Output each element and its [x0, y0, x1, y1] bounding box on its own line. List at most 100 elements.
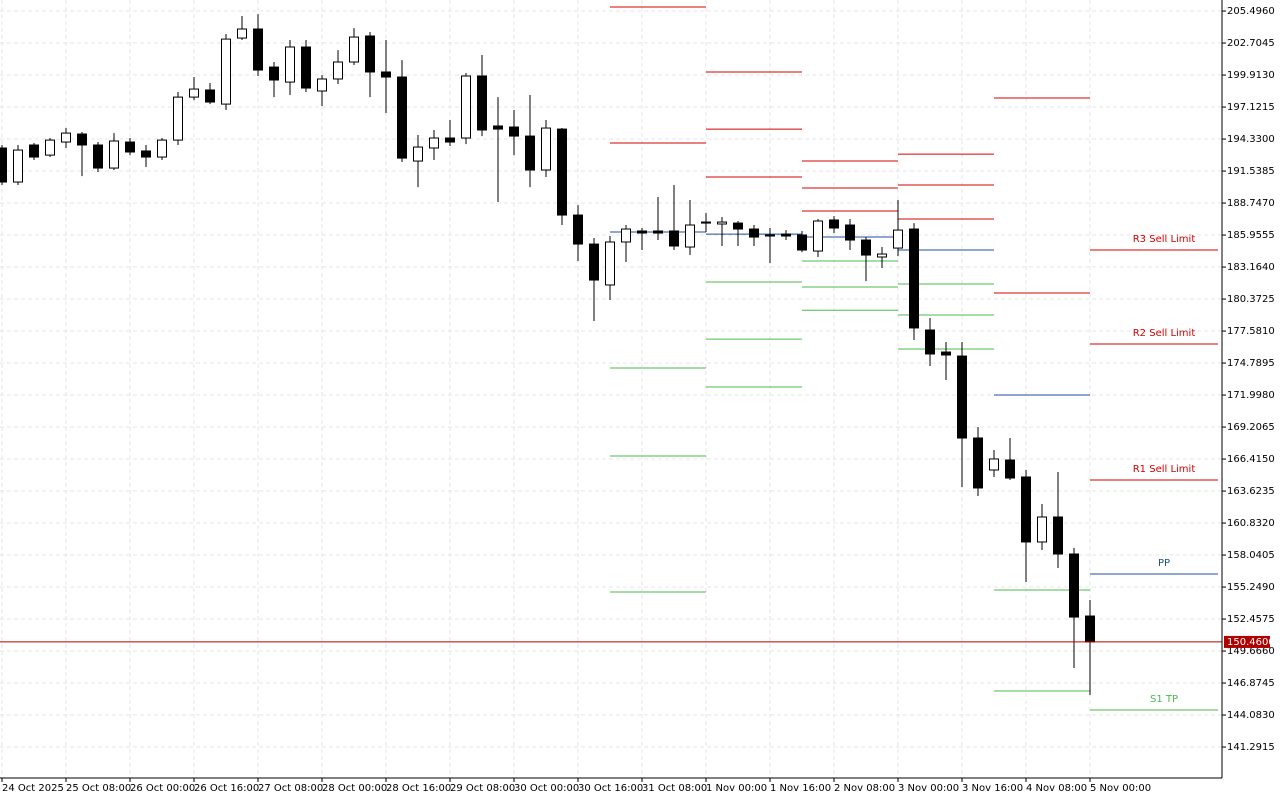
pivot-label: S1 TP	[1150, 694, 1178, 705]
y-tick-label: 177.5810	[1227, 326, 1275, 337]
candle-body	[397, 76, 407, 159]
y-tick-label: 205.4960	[1227, 6, 1275, 17]
candle-body	[1005, 459, 1015, 479]
candle-body	[733, 222, 743, 230]
candle-body	[301, 46, 311, 89]
x-tick-label: 31 Oct 08:00	[642, 783, 707, 794]
candle-body	[189, 88, 199, 98]
candle-body	[317, 78, 327, 92]
candle-body	[365, 35, 375, 73]
y-tick-label: 191.5385	[1227, 166, 1275, 177]
y-tick-label: 169.2065	[1227, 422, 1275, 433]
candle-body	[413, 146, 423, 162]
candle-body	[749, 228, 759, 238]
candle-body	[877, 253, 887, 258]
candle-body	[1069, 553, 1079, 618]
current-price-label: 150.4600	[1227, 637, 1275, 648]
candle-body	[685, 224, 695, 248]
candle-body	[541, 127, 551, 171]
candle-body	[861, 239, 871, 256]
candle-body	[829, 219, 839, 229]
x-tick-label: 26 Oct 16:00	[194, 783, 259, 794]
y-tick-label: 155.2490	[1227, 582, 1275, 593]
candle-body	[589, 243, 599, 281]
x-tick-label: 30 Oct 00:00	[514, 783, 579, 794]
candle-body	[653, 230, 663, 234]
pivot-label: R1 Sell Limit	[1133, 464, 1196, 475]
candle-body	[893, 229, 903, 249]
candle-body	[605, 241, 615, 286]
candle-body	[1021, 476, 1031, 543]
candle-body	[1037, 516, 1047, 543]
y-tick-label: 197.1215	[1227, 102, 1275, 113]
candle-body	[77, 133, 87, 146]
candle-body	[669, 230, 679, 247]
pivot-label: R3 Sell Limit	[1133, 234, 1196, 245]
y-tick-label: 202.7045	[1227, 38, 1275, 49]
candle-body	[845, 224, 855, 241]
candle-body	[349, 36, 359, 63]
candle-body	[509, 126, 519, 137]
x-tick-label: 1 Nov 00:00	[706, 783, 767, 794]
candle-body	[285, 46, 295, 83]
y-tick-label: 194.3300	[1227, 134, 1275, 145]
candle-body	[253, 28, 263, 71]
candle-body	[109, 140, 119, 169]
y-tick-label: 158.0405	[1227, 550, 1275, 561]
candle-body	[461, 75, 471, 139]
x-tick-label: 27 Oct 08:00	[258, 783, 323, 794]
candle-body	[333, 61, 343, 80]
y-tick-label: 183.1640	[1227, 262, 1275, 273]
y-tick-label: 149.6660	[1227, 646, 1275, 657]
y-tick-label: 141.2915	[1227, 742, 1275, 753]
x-tick-label: 28 Oct 16:00	[386, 783, 451, 794]
pivot-label: R2 Sell Limit	[1133, 328, 1196, 339]
y-tick-label: 163.6235	[1227, 486, 1275, 497]
y-tick-label: 174.7895	[1227, 358, 1275, 369]
x-tick-label: 28 Oct 00:00	[322, 783, 387, 794]
candle-body	[493, 125, 503, 130]
x-tick-label: 3 Nov 00:00	[898, 783, 959, 794]
x-tick-label: 24 Oct 2025	[2, 783, 64, 794]
x-tick-label: 2 Nov 08:00	[834, 783, 895, 794]
candle-body	[765, 234, 775, 237]
x-tick-label: 29 Oct 08:00	[450, 783, 515, 794]
x-tick-label: 4 Nov 08:00	[1026, 783, 1087, 794]
candle-body	[205, 89, 215, 103]
candle-body	[525, 135, 535, 171]
candle-body	[717, 221, 727, 225]
candle-body	[797, 234, 807, 251]
candle-body	[93, 144, 103, 169]
y-tick-label: 171.9980	[1227, 390, 1275, 401]
candle-body	[557, 128, 567, 216]
y-tick-label: 152.4575	[1227, 614, 1275, 625]
y-tick-label: 144.0830	[1227, 710, 1275, 721]
y-tick-label: 166.4150	[1227, 454, 1275, 465]
candle-body	[621, 228, 631, 243]
candle-body	[157, 139, 167, 158]
y-tick-label: 188.7470	[1227, 198, 1275, 209]
pivot-label: PP	[1158, 558, 1170, 569]
candle-body	[781, 233, 791, 237]
candle-body	[429, 137, 439, 149]
candle-body	[477, 75, 487, 131]
candle-body	[941, 351, 951, 356]
candle-body	[29, 144, 39, 158]
candle-body	[973, 437, 983, 489]
candle-body	[141, 150, 151, 158]
y-tick-label: 160.8320	[1227, 518, 1275, 529]
x-tick-label: 30 Oct 16:00	[578, 783, 643, 794]
x-tick-label: 1 Nov 16:00	[770, 783, 831, 794]
candle-body	[237, 28, 247, 39]
candle-body	[221, 38, 231, 105]
candle-body	[0, 147, 7, 183]
candle-body	[637, 230, 647, 234]
candle-body	[381, 71, 391, 78]
candle-body	[13, 149, 23, 183]
candle-body	[1085, 615, 1095, 643]
candle-body	[957, 355, 967, 439]
candle-body	[445, 137, 455, 143]
y-tick-label: 180.3725	[1227, 294, 1275, 305]
